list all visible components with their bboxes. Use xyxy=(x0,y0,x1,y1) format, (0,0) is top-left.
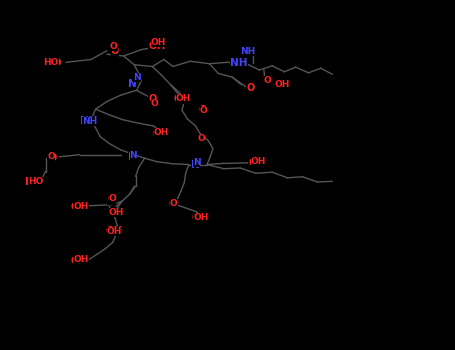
Text: HO: HO xyxy=(25,177,43,187)
Text: OH: OH xyxy=(107,226,122,236)
Text: OH: OH xyxy=(154,128,169,137)
Text: OH: OH xyxy=(192,213,209,223)
Text: O: O xyxy=(170,199,178,208)
Text: NH: NH xyxy=(230,58,248,68)
Text: NH: NH xyxy=(80,116,97,126)
Text: OH: OH xyxy=(73,202,89,211)
Text: O: O xyxy=(169,200,177,210)
Text: O: O xyxy=(111,46,119,56)
Text: N: N xyxy=(193,158,200,167)
Text: O: O xyxy=(196,135,204,145)
Text: NH: NH xyxy=(82,117,97,126)
Text: O: O xyxy=(198,105,207,115)
Text: N: N xyxy=(128,79,137,89)
Text: OH: OH xyxy=(176,94,191,103)
Text: HO: HO xyxy=(28,177,43,186)
Text: OH: OH xyxy=(105,226,122,236)
Text: O: O xyxy=(151,99,159,108)
Text: O: O xyxy=(246,83,254,93)
Text: O: O xyxy=(47,152,55,161)
Text: OH: OH xyxy=(153,129,170,139)
Text: O: O xyxy=(148,94,157,104)
Text: O: O xyxy=(200,106,208,115)
Text: N: N xyxy=(130,151,137,160)
Text: HO: HO xyxy=(43,58,59,67)
Text: OH: OH xyxy=(148,41,166,51)
Text: OH: OH xyxy=(274,80,290,89)
Text: N: N xyxy=(134,72,141,82)
Text: O: O xyxy=(109,194,117,203)
Text: HO: HO xyxy=(44,58,61,68)
Text: NH: NH xyxy=(240,47,256,56)
Text: OH: OH xyxy=(73,255,89,264)
Text: OH: OH xyxy=(193,212,209,222)
Text: O: O xyxy=(263,76,272,85)
Text: OH: OH xyxy=(71,256,88,266)
Text: O: O xyxy=(197,134,205,143)
Text: N: N xyxy=(191,160,200,169)
Text: OH: OH xyxy=(251,157,266,166)
Text: O: O xyxy=(110,42,118,51)
Text: N: N xyxy=(127,153,136,162)
Text: OH: OH xyxy=(173,94,191,104)
Text: OH: OH xyxy=(151,38,166,47)
Text: OH: OH xyxy=(71,202,88,212)
Text: O: O xyxy=(48,153,56,163)
Text: O: O xyxy=(107,195,116,204)
Text: OH: OH xyxy=(108,208,124,217)
Text: OH: OH xyxy=(248,158,266,168)
